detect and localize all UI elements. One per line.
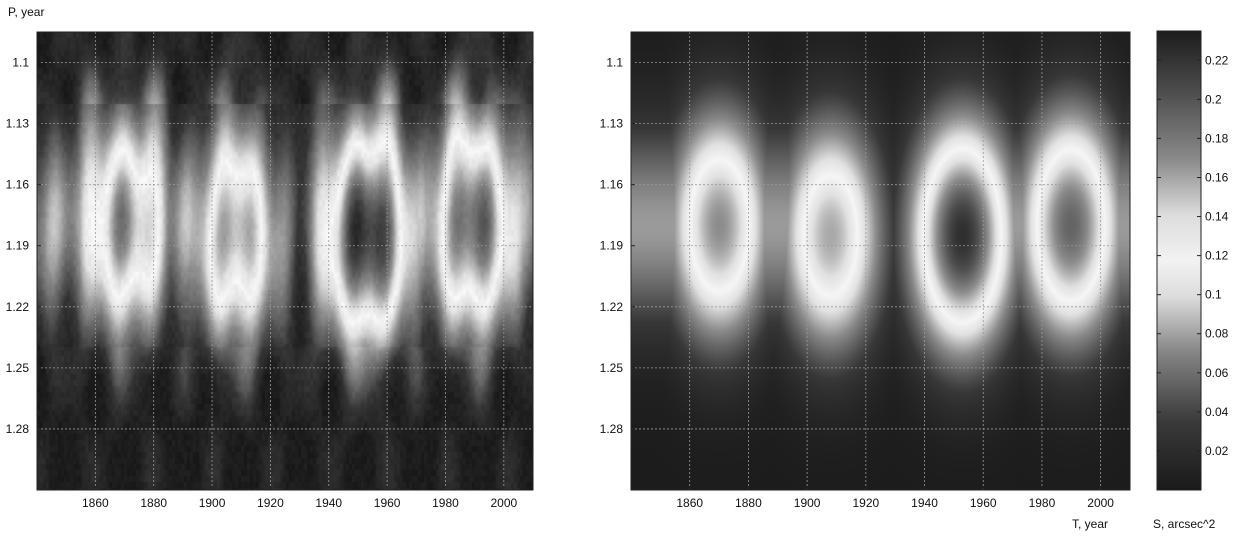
colorbar-ticks: 0.02 0.04 0.06 0.08 0.1 0.12 0.14 0.16 0.18 0.2 0.…	[1157, 53, 1229, 458]
left-y-ticks: 1.1 1.13 1.16 1.19 1.22 1.25 1.28	[6, 56, 41, 436]
left-y-tick-label: 1.25	[6, 361, 30, 375]
colorbar-tick-label: 0.16	[1205, 170, 1229, 184]
right-y-tick-label: 1.1	[606, 56, 623, 70]
colorbar-tick-label: 0.04	[1205, 405, 1229, 419]
left-y-tick-label: 1.1	[12, 56, 29, 70]
colorbar-tick-label: 0.06	[1205, 366, 1229, 380]
right-y-ticks: 1.1 1.13 1.16 1.19 1.22 1.25 1.28	[600, 56, 635, 436]
left-x-tick-label: 1980	[432, 496, 459, 510]
colorbar-tick-label: 0.02	[1205, 444, 1229, 458]
right-x-axis-label: T, year	[1072, 517, 1108, 531]
colorbar: 0.02 0.04 0.06 0.08 0.1 0.12 0.14 0.16 0.18 0.2 0.…	[1153, 30, 1229, 531]
colorbar-gradient	[1157, 31, 1201, 490]
left-y-tick-label: 1.19	[6, 239, 30, 253]
right-y-tick-label: 1.13	[600, 117, 624, 131]
left-heatmap-image	[37, 32, 533, 490]
colorbar-tick-label: 0.1	[1205, 288, 1222, 302]
right-x-tick-label: 1860	[676, 496, 703, 510]
right-heatmap-panel: 1860 1880 1900 1920 1940 1960 1980 2000 1.1 1.13…	[600, 31, 1131, 531]
colorbar-tick-label: 0.22	[1205, 53, 1229, 67]
colorbar-tick-label: 0.12	[1205, 249, 1229, 263]
right-y-tick-label: 1.19	[600, 239, 624, 253]
colorbar-frame	[1156, 30, 1202, 491]
right-x-ticks: 1860 1880 1900 1920 1940 1960 1980 2000	[676, 486, 1114, 510]
left-y-tick-label: 1.13	[6, 117, 30, 131]
left-x-tick-label: 1860	[82, 496, 109, 510]
left-x-tick-label: 1900	[199, 496, 226, 510]
left-x-ticks: 1860 1880 1900 1920 1940 1960 1980 2000	[82, 486, 517, 510]
colorbar-tick-label: 0.18	[1205, 131, 1229, 145]
colorbar-tick-label: 0.08	[1205, 327, 1229, 341]
right-x-tick-label: 1900	[794, 496, 821, 510]
right-y-tick-label: 1.22	[600, 300, 624, 314]
right-x-tick-label: 1980	[1029, 496, 1056, 510]
colorbar-tick-label: 0.2	[1205, 92, 1222, 106]
left-x-tick-label: 2000	[490, 496, 517, 510]
right-y-tick-label: 1.16	[600, 178, 624, 192]
left-x-tick-label: 1880	[140, 496, 167, 510]
colorbar-label: S, arcsec^2	[1153, 517, 1216, 531]
right-x-tick-label: 1940	[911, 496, 938, 510]
left-y-tick-label: 1.28	[6, 422, 30, 436]
right-plot-frame	[630, 31, 1131, 491]
right-y-tick-label: 1.25	[600, 361, 624, 375]
colorbar-tick-label: 0.14	[1205, 210, 1229, 224]
left-x-tick-label: 1960	[374, 496, 401, 510]
right-grid	[631, 32, 1130, 490]
left-x-tick-label: 1940	[315, 496, 342, 510]
right-heatmap-image	[631, 32, 1130, 490]
left-y-tick-label: 1.22	[6, 300, 30, 314]
right-x-tick-label: 1880	[735, 496, 762, 510]
right-x-tick-label: 1920	[852, 496, 879, 510]
right-x-tick-label: 2000	[1087, 496, 1114, 510]
left-x-tick-label: 1920	[257, 496, 284, 510]
right-x-tick-label: 1960	[970, 496, 997, 510]
left-y-tick-label: 1.16	[6, 178, 30, 192]
left-heatmap-panel: P, year 1860 1880 1900 1920 1940 1960 1980 2000…	[6, 5, 534, 510]
left-y-axis-label: P, year	[8, 5, 44, 19]
right-y-tick-label: 1.28	[600, 422, 624, 436]
left-grid	[37, 32, 533, 490]
left-plot-frame	[36, 31, 534, 491]
